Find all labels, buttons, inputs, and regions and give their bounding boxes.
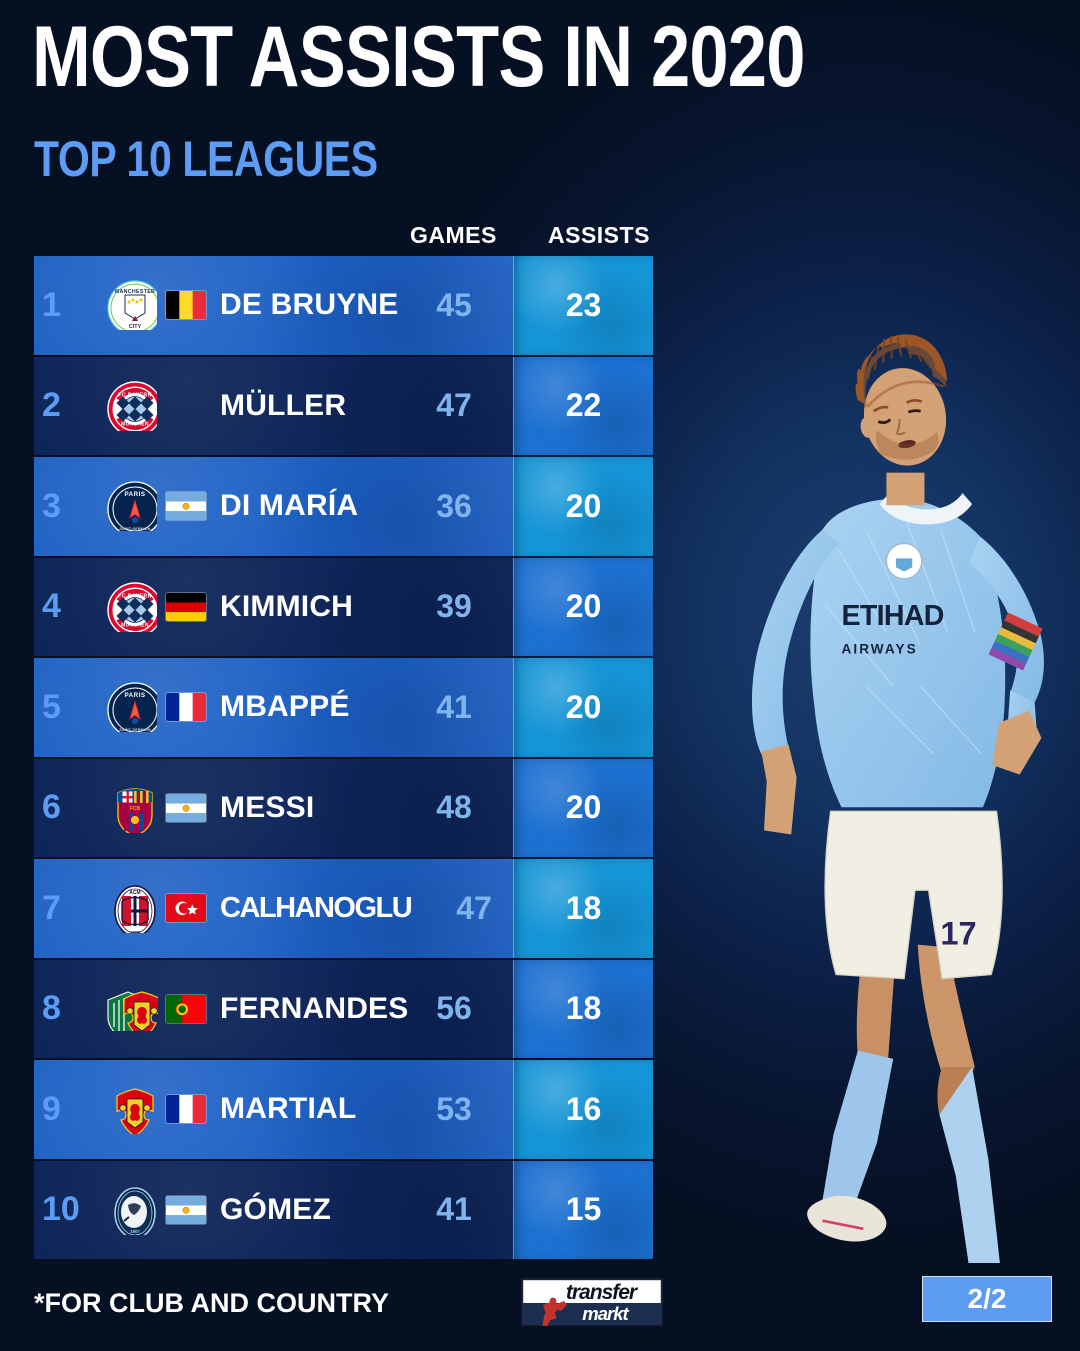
svg-text:AIRWAYS: AIRWAYS <box>842 642 918 657</box>
svg-text:transfer: transfer <box>566 1281 639 1304</box>
svg-text:17: 17 <box>940 915 976 952</box>
svg-text:ETIHAD: ETIHAD <box>842 600 944 632</box>
svg-text:markt: markt <box>582 1303 629 1324</box>
